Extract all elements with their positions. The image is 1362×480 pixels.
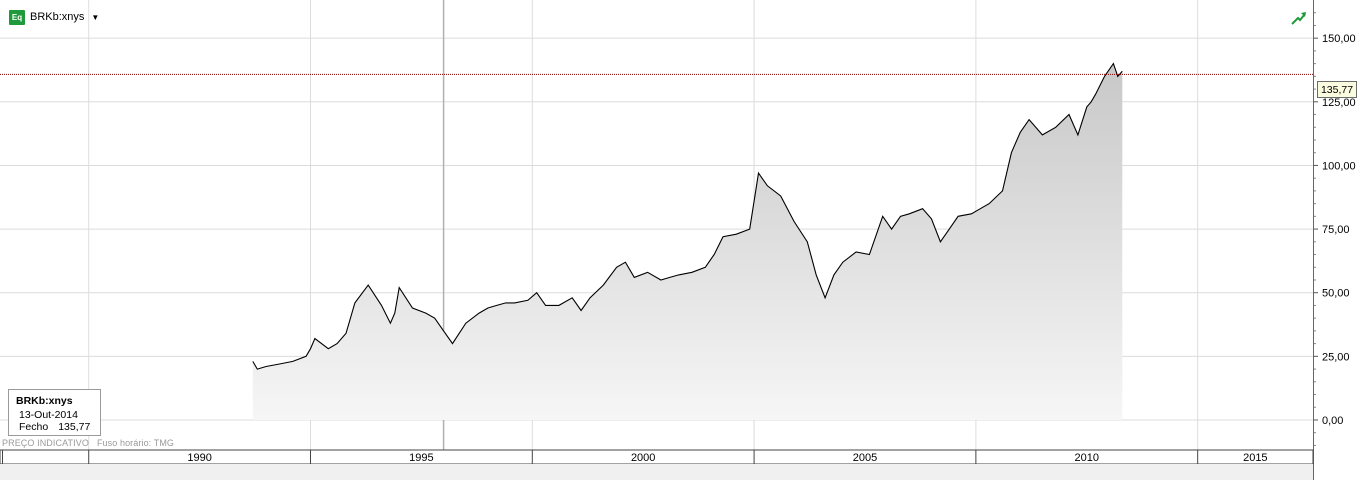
data-tooltip: BRKb:xnys 13-Out-2014 Fecho 135,77 bbox=[8, 389, 101, 436]
tooltip-close: Fecho 135,77 bbox=[19, 421, 90, 433]
x-tick-label: 2015 bbox=[1243, 452, 1267, 464]
x-tick-label: 2010 bbox=[1075, 452, 1099, 464]
tooltip-ticker: BRKb:xnys bbox=[16, 395, 73, 407]
y-tick-label: 150,00 bbox=[1322, 33, 1356, 45]
y-tick-label: 75,00 bbox=[1322, 224, 1350, 236]
indicative-price-note: PREÇO INDICATIVO bbox=[2, 438, 89, 448]
chevron-down-icon[interactable]: ▼ bbox=[91, 12, 100, 22]
timezone-note: Fuso horário: TMG bbox=[96, 438, 175, 448]
tooltip-date: 13-Out-2014 bbox=[19, 409, 78, 421]
price-line bbox=[252, 62, 1123, 370]
x-tick-label: 2005 bbox=[853, 452, 877, 464]
price-area bbox=[252, 63, 1123, 420]
ticker-label: BRKb:xnys bbox=[30, 11, 85, 23]
tooltip-close-label: Fecho bbox=[19, 421, 49, 433]
equity-icon: Eq bbox=[9, 9, 25, 25]
y-tick-label: 100,00 bbox=[1322, 160, 1356, 172]
x-tick-label: 1995 bbox=[409, 452, 433, 464]
security-selector[interactable]: Eq BRKb:xnys ▼ bbox=[9, 9, 99, 25]
y-axis: 0,00 25,00 50,00 75,00 100,00 125,00 150,00 bbox=[1313, 0, 1356, 480]
x-axis-lower-band bbox=[0, 464, 1313, 480]
last-price-tag: 135,77 bbox=[1317, 81, 1357, 98]
x-tick-label: 2000 bbox=[631, 452, 655, 464]
y-tick-label: 25,00 bbox=[1322, 351, 1350, 363]
x-axis: 1990 1995 2000 2005 2010 2015 bbox=[0, 449, 1314, 480]
chart-footer: PREÇO INDICATIVO Fuso horário: TMG bbox=[2, 438, 174, 448]
x-tick-label: 1990 bbox=[187, 452, 211, 464]
y-tick-label: 125,00 bbox=[1322, 97, 1356, 109]
trend-up-icon[interactable] bbox=[1290, 9, 1308, 27]
tooltip-close-value: 135,77 bbox=[58, 421, 91, 433]
y-tick-label: 0,00 bbox=[1322, 415, 1343, 427]
y-tick-label: 50,00 bbox=[1322, 288, 1350, 300]
